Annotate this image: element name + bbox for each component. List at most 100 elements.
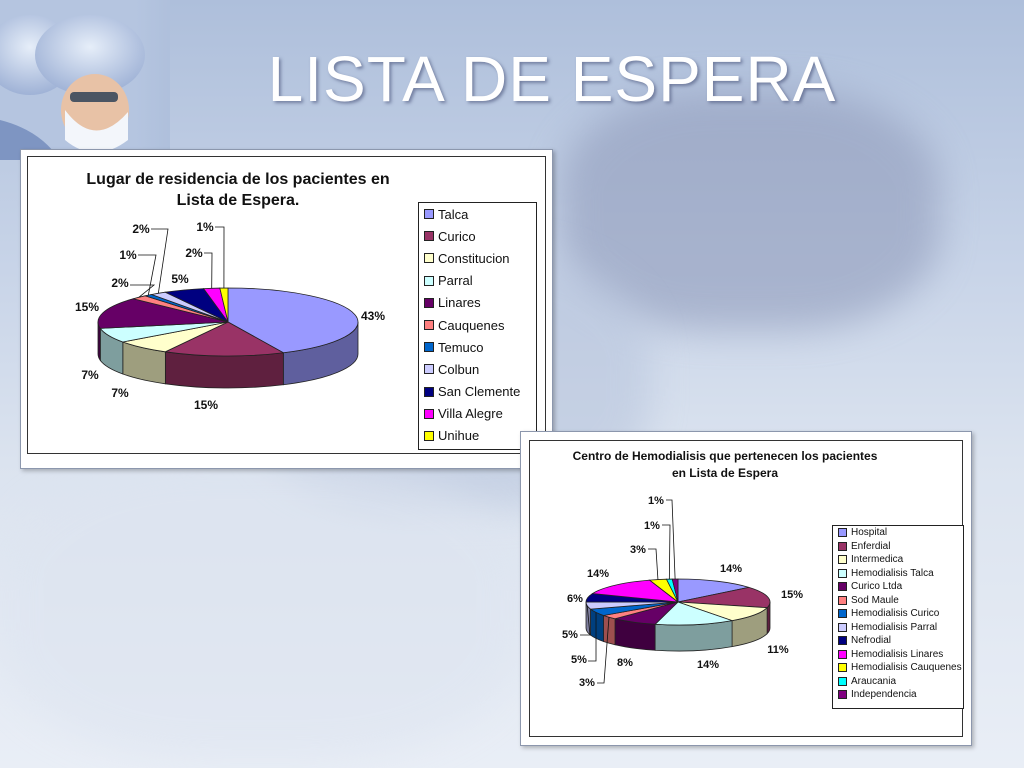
pie-leader-line	[666, 499, 676, 580]
pie-data-label: 1%	[644, 520, 660, 532]
legend-item: Hemodialisis Curico	[833, 607, 963, 621]
pie-leader-line	[588, 612, 597, 662]
legend-swatch	[424, 408, 434, 419]
legend-label: Hemodialisis Parral	[851, 621, 938, 633]
legend-label: Curico	[438, 228, 476, 244]
legend-item: Araucania	[833, 675, 963, 689]
legend-swatch	[424, 209, 434, 220]
legend-label: Hemodialisis Curico	[851, 608, 940, 620]
pie-data-label: 8%	[617, 657, 633, 669]
pie-data-label: 1%	[119, 248, 137, 262]
pie-leader-line	[130, 284, 156, 298]
pie-data-label: 15%	[75, 300, 99, 314]
pie-leader-line	[215, 226, 225, 289]
pie-data-label: 11%	[767, 644, 789, 656]
legend-label: Araucania	[851, 675, 897, 687]
pie-data-label: 14%	[720, 563, 742, 575]
legend-swatch	[838, 636, 847, 646]
chart-hemodialysis-pie: 14% 15% 11% 14% 8% 3% 5% 5% 6% 14% 3% 1% 1%	[562, 495, 803, 689]
legend-item: Nefrodial	[833, 634, 963, 648]
pie-data-label: 5%	[562, 629, 578, 641]
pie-data-label: 5%	[571, 654, 587, 666]
legend-item: Parral	[419, 270, 536, 292]
chart-residence-title: Lugar de residencia de los pacientes en …	[86, 171, 390, 209]
legend-item: Enferdial	[833, 540, 963, 554]
pie-slice	[227, 287, 359, 354]
legend-item: Curico	[419, 225, 536, 247]
pie-slice	[677, 578, 750, 603]
legend-label: Intermedica	[851, 554, 904, 566]
legend-label: Parral	[438, 273, 473, 289]
legend-swatch	[838, 541, 847, 551]
legend-swatch	[838, 622, 847, 632]
pie-data-label: 1%	[196, 220, 214, 234]
legend-swatch	[424, 430, 434, 441]
pie-data-label: 15%	[781, 589, 803, 601]
legend-swatch	[838, 555, 847, 565]
chart-hemodialysis: Centro de Hemodialisis que pertenecen lo…	[520, 431, 972, 746]
pie-data-label: 2%	[111, 276, 129, 290]
pie-data-label: 2%	[132, 222, 150, 236]
legend-label: Constitucion	[438, 250, 510, 266]
legend-label: Independencia	[851, 689, 917, 701]
legend-item: Intermedica	[833, 553, 963, 567]
legend-label: Hospital	[851, 527, 888, 539]
legend-item: Talca	[419, 203, 536, 225]
legend-swatch	[424, 297, 434, 308]
legend-item: Temuco	[419, 336, 536, 358]
pie-data-label: 14%	[587, 568, 609, 580]
chart-hemodialysis-title: Centro de Hemodialisis que pertenecen lo…	[572, 449, 878, 480]
legend-item: Linares	[419, 292, 536, 314]
legend-swatch	[838, 609, 847, 619]
legend-item: Curico Ltda	[833, 580, 963, 594]
legend-swatch	[838, 663, 847, 673]
pie-slice	[164, 321, 285, 357]
pie-leader-line	[138, 254, 157, 296]
legend-label: Hemodialisis Cauquenes	[851, 662, 962, 674]
chart-hemodialysis-area: Centro de Hemodialisis que pertenecen lo…	[529, 440, 964, 737]
pie-data-label: 5%	[171, 272, 189, 286]
legend-item: Hemodialisis Parral	[833, 621, 963, 635]
pie-slice	[654, 601, 734, 626]
pie-leader-line	[662, 524, 671, 580]
legend-label: Colbun	[438, 361, 480, 377]
legend-swatch	[838, 568, 847, 578]
legend-item: Hemodialisis Talca	[833, 567, 963, 581]
legend-label: Nefrodial	[851, 635, 892, 647]
legend-swatch	[424, 320, 434, 331]
legend-swatch	[424, 386, 434, 397]
legend-label: Curico Ltda	[851, 581, 903, 593]
pie-data-label: 7%	[111, 386, 129, 400]
pie-data-label: 43%	[361, 309, 385, 323]
legend-swatch	[838, 595, 847, 605]
legend-item: Constitucion	[419, 247, 536, 269]
background-blur-shape	[560, 90, 940, 330]
legend-item: Sod Maule	[833, 594, 963, 608]
legend-label: Linares	[438, 295, 481, 311]
legend-item: Hemodialisis Linares	[833, 648, 963, 662]
pie-data-label: 7%	[81, 368, 99, 382]
legend-item: Unihue	[419, 425, 536, 447]
pie-data-label: 2%	[185, 246, 203, 260]
legend-label: Villa Alegre	[438, 406, 503, 422]
legend-label: Enferdial	[851, 540, 891, 552]
surgeon-photo	[0, 0, 170, 160]
legend-swatch	[424, 231, 434, 242]
legend-label: San Clemente	[438, 384, 521, 400]
legend-label: Hemodialisis Linares	[851, 648, 944, 660]
legend-label: Hemodialisis Talca	[851, 567, 934, 579]
legend-item: Hemodialisis Cauquenes	[833, 661, 963, 675]
pie-leader-line	[597, 617, 610, 684]
pie-data-label: 1%	[648, 495, 664, 507]
legend-swatch	[838, 676, 847, 686]
legend-label: Sod Maule	[851, 594, 899, 606]
pie-data-label: 6%	[567, 593, 583, 605]
slide-title: LISTA DE ESPERA	[267, 43, 837, 115]
pie-slice-side	[603, 614, 616, 646]
pie-leader-line	[580, 605, 591, 636]
legend-label: Unihue	[438, 428, 480, 444]
legend-item: Independencia	[833, 688, 963, 702]
pie-data-label: 15%	[194, 398, 218, 412]
pie-slice	[97, 298, 229, 329]
legend-swatch	[838, 528, 847, 538]
